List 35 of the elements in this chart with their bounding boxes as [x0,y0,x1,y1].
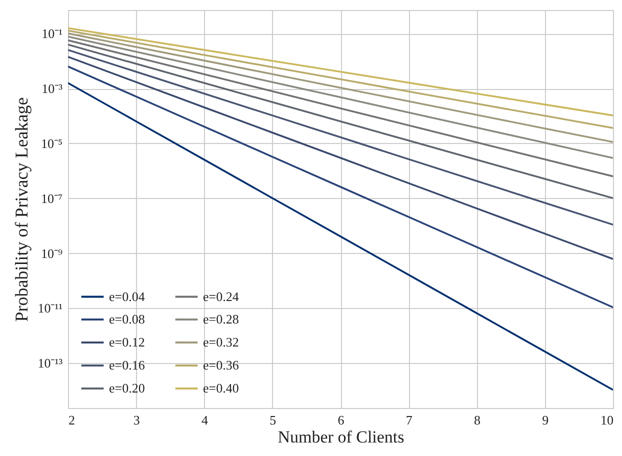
line-series [68,36,613,159]
x-tick-label: 2 [68,412,75,428]
y-tick-label: 10⁻¹ [42,26,63,42]
legend-label: e=0.32 [203,334,239,350]
legend-label: e=0.20 [109,380,145,396]
x-axis-title: Number of Clients [278,428,404,446]
legend-label: e=0.12 [109,334,145,350]
legend-label: e=0.08 [109,312,145,326]
y-tick-label: 10⁻³ [42,81,63,96]
x-tick-label: 4 [202,412,208,428]
line-series [68,56,613,260]
x-tick-label: 6 [338,412,345,428]
legend-label: e=0.40 [203,380,239,396]
line-series [68,44,613,200]
y-tick-label: 10⁻¹³ [38,356,63,371]
legend-label: e=0.28 [203,312,239,326]
x-tick-label: 9 [542,412,549,428]
legend-label: e=0.36 [203,358,240,372]
line-series [68,66,613,308]
line-series [68,82,613,391]
line-series [68,49,613,226]
x-tick-label: 8 [474,412,480,428]
legend-label: e=0.16 [109,358,146,372]
x-tick-label: 7 [406,412,413,428]
line-series [68,39,613,178]
x-tick-label: 10 [600,412,614,428]
y-tick-label: 10⁻⁵ [40,136,62,151]
y-axis-title: Probability of Privacy Leakage [12,97,32,322]
y-tick-label: 10⁻⁷ [40,190,62,206]
y-tick-label: 10⁻⁹ [40,246,63,261]
x-tick-label: 3 [133,412,140,428]
y-tick-label: 10⁻¹¹ [38,300,63,316]
x-tick-label: 5 [270,412,276,428]
legend-label: e=0.24 [203,288,240,304]
legend-label: e=0.04 [109,288,146,304]
